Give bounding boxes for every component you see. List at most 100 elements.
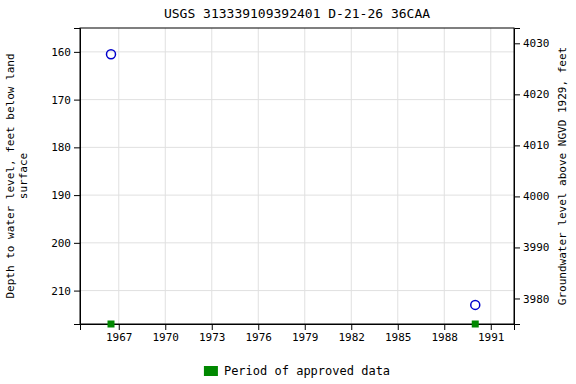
tick-label: 1973: [199, 331, 226, 344]
marks: [107, 50, 480, 310]
tick: 1982: [339, 324, 366, 344]
grid-line-x: [397, 28, 398, 324]
tick-mark: [165, 324, 166, 330]
point: [471, 300, 480, 309]
tick-mark: [398, 324, 399, 330]
tick-label: 210: [51, 285, 71, 298]
axis-domain: [74, 29, 81, 325]
tick-label: 4000: [523, 190, 550, 203]
tick: 1970: [153, 324, 180, 344]
y-axis-title: Depth to water level, feet below landsur…: [4, 53, 30, 298]
tick-mark: [514, 247, 520, 248]
tick-label: 3990: [523, 241, 550, 254]
tick-label: 200: [51, 237, 71, 250]
tick-mark: [491, 324, 492, 330]
y2-axis: 4030 4020 4010 4000 3990 3980: [514, 29, 550, 325]
tick: 170: [51, 94, 80, 107]
tick-label: 1982: [339, 331, 366, 344]
tick-label: 1976: [246, 331, 273, 344]
title: USGS 313339109392401 D-21-26 36CAA: [164, 6, 430, 21]
chart: 1967197019731976197919821985198819911601…: [0, 0, 576, 384]
tick-mark: [74, 100, 80, 101]
x-axis: 1967 1970 1973 1976 1979 1982 1985 1988 1991: [81, 324, 515, 344]
grid-line-y: [80, 147, 514, 148]
grid-line-x: [490, 28, 491, 324]
axis-domain: [81, 325, 515, 331]
tick-mark: [305, 324, 306, 330]
legend: Period of approved data: [204, 364, 390, 378]
axis-domain: [515, 29, 521, 325]
tick-label: 1979: [292, 331, 319, 344]
tick: 4020: [514, 88, 550, 101]
tick-mark: [514, 145, 520, 146]
tick-mark: [119, 324, 120, 330]
tick: 1976: [246, 324, 273, 344]
tick-mark: [514, 196, 520, 197]
tick: 1988: [432, 324, 459, 344]
tick-mark: [258, 324, 259, 330]
edge-marks: [108, 321, 479, 328]
tick-label: 1970: [153, 331, 180, 344]
tick: 200: [51, 237, 80, 250]
tick-mark: [444, 324, 445, 330]
grid: [80, 28, 514, 324]
tick-mark: [212, 324, 213, 330]
grid-line-y: [80, 99, 514, 100]
grid-line-x: [444, 28, 445, 324]
tick-mark: [514, 43, 520, 44]
tick-mark: [351, 324, 352, 330]
tick-label: 190: [51, 189, 71, 202]
plot-frame: [80, 28, 514, 324]
grid-line-x: [351, 28, 352, 324]
tick-label: 1967: [106, 331, 133, 344]
tick-label: 160: [51, 46, 71, 59]
point: [107, 50, 116, 59]
tick-label: 3980: [523, 293, 550, 306]
tick-label: 4010: [523, 139, 550, 152]
tick: 1973: [199, 324, 226, 344]
tick: 4030: [514, 37, 550, 50]
tick-label: 1988: [432, 331, 459, 344]
grid-line-x: [165, 28, 166, 324]
grid-line-y: [80, 290, 514, 291]
legend-swatch: [204, 366, 218, 376]
tick: 190: [51, 189, 80, 202]
tick: 1979: [292, 324, 319, 344]
tick-mark: [514, 298, 520, 299]
tick-label: 170: [51, 94, 71, 107]
tick-mark: [514, 94, 520, 95]
point: [108, 321, 115, 328]
grid-line-x: [118, 28, 119, 324]
tick: 3990: [514, 241, 550, 254]
tick: 180: [51, 141, 80, 154]
tick: 3980: [514, 293, 550, 306]
tick: 210: [51, 285, 80, 298]
tick-mark: [74, 52, 80, 53]
tick: 160: [51, 46, 80, 59]
y-axis: 160 170 180 190 200 210: [51, 29, 80, 325]
grid-line-x: [304, 28, 305, 324]
grid-line-y: [80, 195, 514, 196]
legend-item: Period of approved data: [204, 364, 390, 378]
legend-label: Period of approved data: [224, 364, 390, 378]
tick: 1985: [385, 324, 412, 344]
tick-mark: [74, 243, 80, 244]
tick-label: 4030: [523, 37, 550, 50]
grid-line-y: [80, 242, 514, 243]
plot: 1967197019731976197919821985198819911601…: [4, 28, 569, 344]
point: [472, 321, 479, 328]
grid-line-y: [80, 51, 514, 52]
y2-axis-title: Groundwater level above NGVD 1929, feet: [556, 47, 569, 305]
tick: 4010: [514, 139, 550, 152]
tick: 4000: [514, 190, 550, 203]
grid-line-x: [211, 28, 212, 324]
tick-label: 1991: [478, 331, 505, 344]
tick-mark: [74, 147, 80, 148]
tick-label: 4020: [523, 88, 550, 101]
tick: 1991: [478, 324, 505, 344]
tick-label: 180: [51, 141, 71, 154]
tick-label: 1985: [385, 331, 412, 344]
grid-line-x: [258, 28, 259, 324]
tick-mark: [74, 291, 80, 292]
tick-mark: [74, 195, 80, 196]
